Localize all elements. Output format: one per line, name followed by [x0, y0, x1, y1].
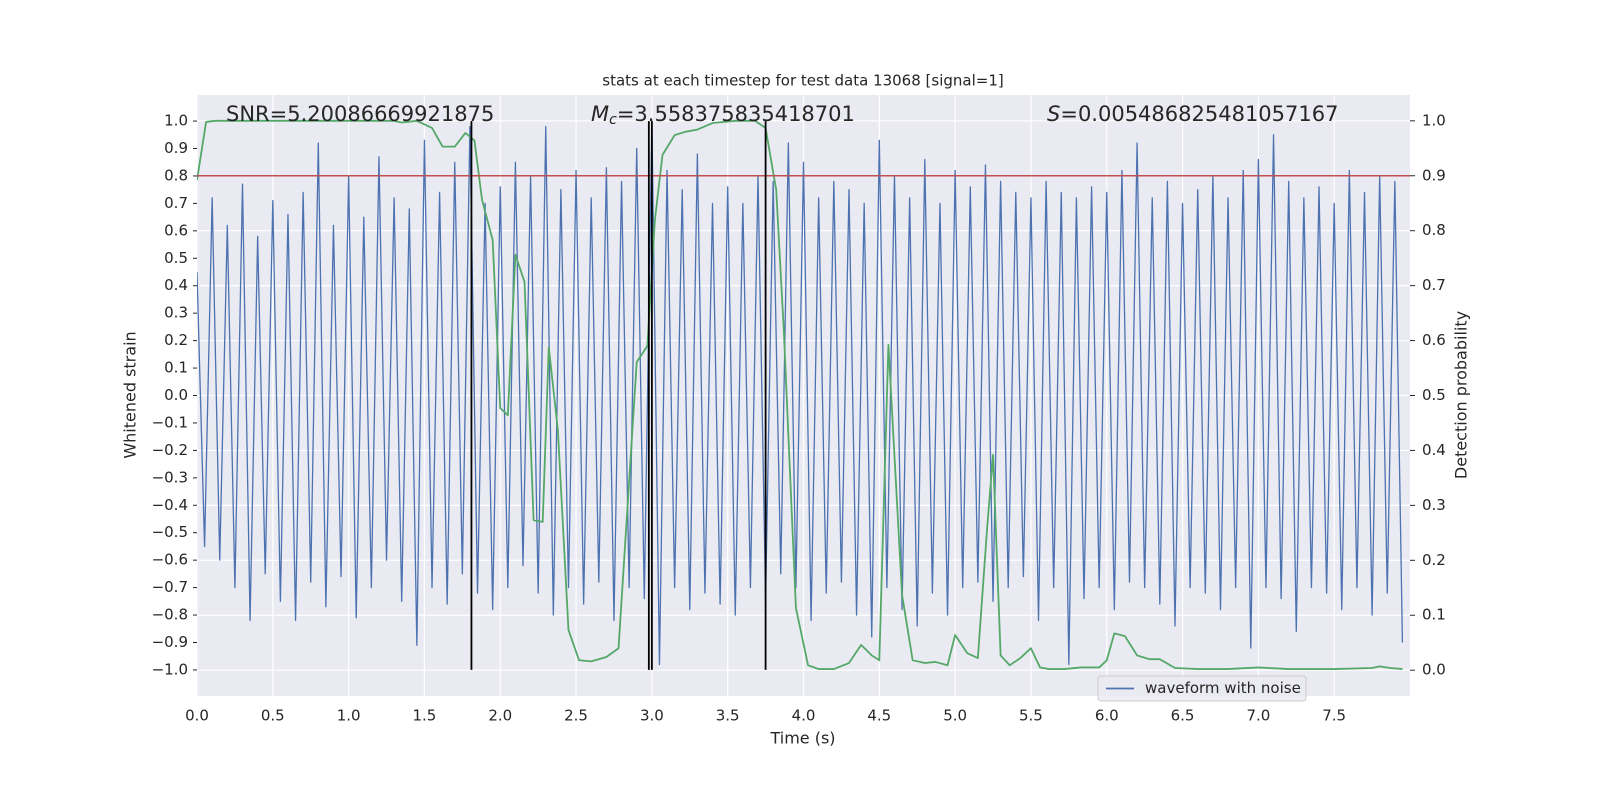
x-tick-label: 3.5 [716, 707, 740, 725]
x-tick-label: 0.0 [185, 707, 209, 725]
x-axis-label: Time (s) [769, 729, 835, 748]
x-tick-label: 3.0 [640, 707, 664, 725]
legend: waveform with noise [1097, 675, 1307, 702]
y-axis-label: Whitened strain [121, 331, 140, 458]
y-tick-label: −0.9 [152, 633, 188, 651]
labels: 0.0 0.5 1.0 1.5 2.0 2.5 3.0 3.5 4.0 4.5 5.0 5.5 6.0 6… [152, 111, 1446, 724]
y-tick-label: 0.8 [164, 166, 188, 184]
y-tick-label: 0.9 [164, 139, 188, 157]
x-tick-label: 6.5 [1171, 707, 1195, 725]
y2-tick-label: 0.8 [1422, 221, 1446, 239]
y-tick-label: 0.7 [164, 194, 188, 212]
y-tick-label: −1.0 [152, 660, 188, 678]
x-tick-label: 1.0 [337, 707, 361, 725]
y2-tick-label: 0.7 [1422, 276, 1446, 294]
legend-label: waveform with noise [1145, 679, 1301, 697]
y-tick-label: 0.3 [164, 304, 188, 322]
x-tick-label: 2.0 [488, 707, 512, 725]
y-tick-label: −0.5 [152, 523, 188, 541]
x-tick-label: 6.0 [1095, 707, 1119, 725]
y-tick-label: −0.7 [152, 578, 188, 596]
x-tick-label: 7.0 [1246, 707, 1270, 725]
y2-tick-label: 1.0 [1422, 111, 1446, 129]
y-tick-label: 0.5 [164, 249, 188, 267]
x-tick-label: 5.0 [943, 707, 967, 725]
series-line [197, 119, 1403, 670]
y-tick-label: 0.0 [164, 386, 188, 404]
y-tick-label: 0.1 [164, 359, 188, 377]
y2-tick-label: 0.9 [1422, 166, 1446, 184]
x-tick-label: 5.5 [1019, 707, 1043, 725]
annotation-symbol: S [1047, 102, 1060, 126]
y2-tick-label: 0.5 [1422, 386, 1446, 404]
annotation-subscript: c [609, 112, 617, 128]
annotation-text: =0.005486825481057167 [1060, 102, 1338, 126]
marks [197, 119, 1410, 670]
y-tick-label: −0.6 [152, 551, 188, 569]
x-tick-label: 4.5 [867, 707, 891, 725]
x-tick-label: 4.0 [792, 707, 816, 725]
x-tick-label: 1.5 [413, 707, 437, 725]
y2-tick-label: 0.0 [1422, 661, 1446, 679]
x-tick-label: 7.5 [1322, 707, 1346, 725]
y-tick-label: −0.3 [152, 468, 188, 486]
y-tick-label: −0.4 [152, 496, 188, 514]
y2-tick-label: 0.4 [1422, 441, 1446, 459]
chart-title: stats at each timestep for test data 130… [602, 72, 1003, 90]
y-tick-label: −0.1 [152, 413, 188, 431]
annotation: SNR=5.20086669921875 [226, 102, 494, 126]
annotation-symbol: M [591, 102, 609, 126]
annotation-text: =3.558375835418701 [617, 102, 855, 126]
y-tick-label: 1.0 [164, 112, 188, 130]
y-tick-label: −0.8 [152, 606, 188, 624]
y2-tick-label: 0.1 [1422, 606, 1446, 624]
series-line [197, 120, 1404, 666]
y2-axis-label: Detection probability [1452, 311, 1471, 479]
y-tick-label: 0.6 [164, 221, 188, 239]
legend-box [1097, 675, 1307, 702]
y-tick-label: −0.2 [152, 441, 188, 459]
y-tick-label: 0.4 [164, 276, 188, 294]
annotation: S=0.005486825481057167 [1047, 102, 1338, 126]
y-tick-label: 0.2 [164, 331, 188, 349]
y2-tick-label: 0.3 [1422, 496, 1446, 514]
y2-tick-label: 0.6 [1422, 331, 1446, 349]
x-tick-label: 0.5 [261, 707, 285, 725]
annotation: Mc=3.558375835418701 [591, 102, 855, 128]
x-tick-label: 2.5 [564, 707, 588, 725]
y2-tick-label: 0.2 [1422, 551, 1446, 569]
